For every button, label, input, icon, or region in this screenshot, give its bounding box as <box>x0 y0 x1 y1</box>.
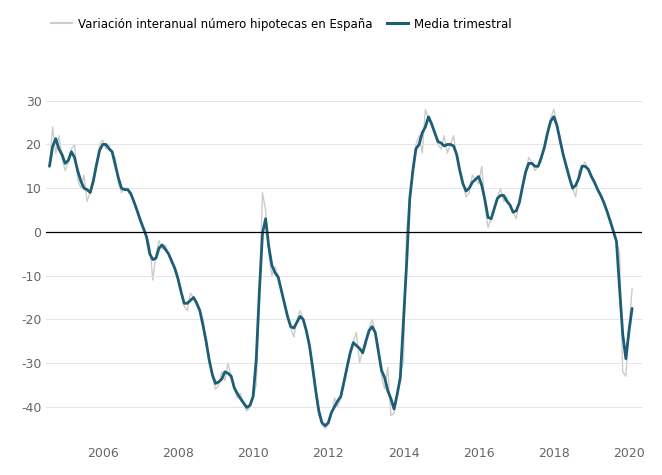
Legend: Variación interanual número hipotecas en España, Media trimestral: Variación interanual número hipotecas en… <box>46 13 516 35</box>
